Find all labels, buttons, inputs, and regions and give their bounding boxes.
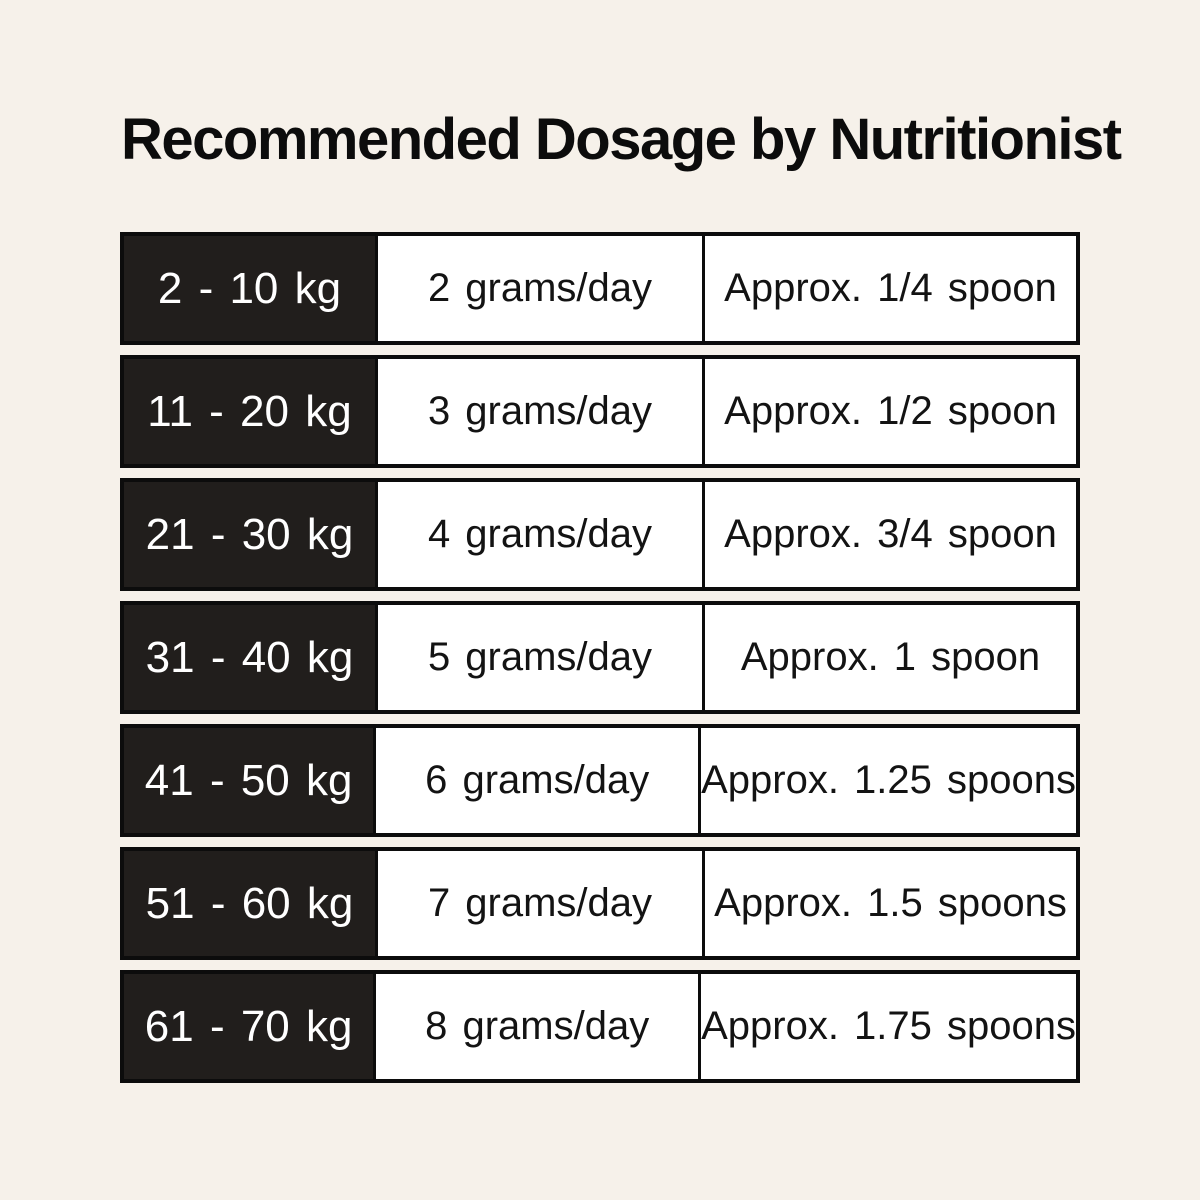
spoon-equivalent-cell: Approx. 1/4 spoon [724, 266, 1057, 310]
table-row: 31 - 40 kg 5 grams/day Approx. 1 spoon [120, 601, 1080, 714]
spoon-equivalent-cell: Approx. 1/2 spoon [724, 389, 1057, 433]
table-row: 2 - 10 kg 2 grams/day Approx. 1/4 spoon [120, 232, 1080, 345]
dosage-cell: 4 grams/day [375, 482, 705, 587]
weight-range-cell: 41 - 50 kg [124, 728, 374, 833]
dosage-cell: 5 grams/day [375, 605, 705, 710]
spoon-equivalent-cell: Approx. 1 spoon [740, 635, 1041, 679]
weight-range-cell: 31 - 40 kg [124, 605, 375, 710]
weight-range-cell: 2 - 10 kg [124, 236, 375, 341]
spoon-equivalent-cell: Approx. 3/4 spoon [724, 512, 1057, 556]
dosage-cell: 2 grams/day [375, 236, 705, 341]
weight-range-cell: 21 - 30 kg [124, 482, 375, 587]
spoon-equivalent-cell: Approx. 1.75 spoons [701, 1004, 1076, 1048]
table-row: 51 - 60 kg 7 grams/day Approx. 1.5 spoon… [120, 847, 1080, 960]
table-row: 41 - 50 kg 6 grams/day Approx. 1.25 spoo… [120, 724, 1080, 837]
spoon-equivalent-cell: Approx. 1.5 spoons [714, 881, 1067, 925]
dosage-cell: 6 grams/day [373, 728, 702, 833]
table-row: 11 - 20 kg 3 grams/day Approx. 1/2 spoon [120, 355, 1080, 468]
dosage-cell: 7 grams/day [375, 851, 705, 956]
dosage-cell: 3 grams/day [375, 359, 705, 464]
page-title: Recommended Dosage by Nutritionist [121, 107, 1122, 172]
weight-range-cell: 11 - 20 kg [124, 359, 375, 464]
weight-range-cell: 61 - 70 kg [124, 974, 374, 1079]
weight-range-cell: 51 - 60 kg [124, 851, 375, 956]
spoon-equivalent-cell: Approx. 1.25 spoons [701, 758, 1076, 802]
dosage-table: 2 - 10 kg 2 grams/day Approx. 1/4 spoon … [120, 232, 1080, 1083]
dosage-cell: 8 grams/day [373, 974, 702, 1079]
table-row: 21 - 30 kg 4 grams/day Approx. 3/4 spoon [120, 478, 1080, 591]
table-row: 61 - 70 kg 8 grams/day Approx. 1.75 spoo… [120, 970, 1080, 1083]
